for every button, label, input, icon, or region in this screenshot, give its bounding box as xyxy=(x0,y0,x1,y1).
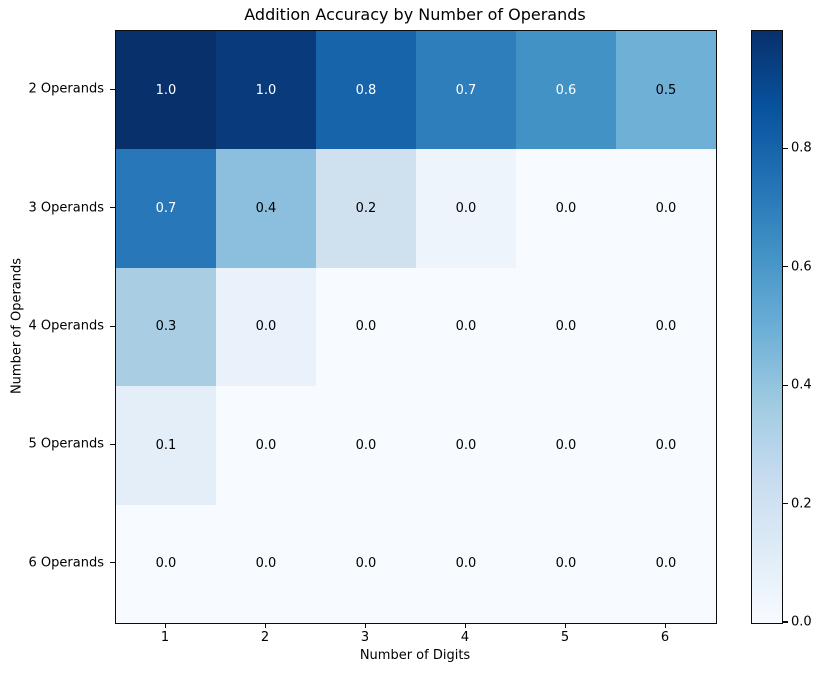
chart-title: Addition Accuracy by Number of Operands xyxy=(244,5,586,24)
heatmap-cell: 0.0 xyxy=(316,504,416,623)
colorbar-tick-mark xyxy=(783,266,788,268)
heatmap-cell: 0.0 xyxy=(216,386,316,505)
heatmap-cell: 1.0 xyxy=(216,31,316,150)
x-tick-label: 6 xyxy=(660,630,670,645)
x-axis-label: Number of Digits xyxy=(359,648,471,663)
x-tick-label: 5 xyxy=(560,630,570,645)
x-tick-label: 2 xyxy=(260,630,270,645)
colorbar-tick-label: 0.2 xyxy=(791,496,812,512)
x-tick-mark xyxy=(664,623,666,628)
heatmap-cell: 1.0 xyxy=(116,31,216,150)
heatmap-cell: 0.0 xyxy=(116,504,216,623)
x-tick-mark xyxy=(264,623,266,628)
y-tick-mark xyxy=(110,325,115,327)
x-tick-mark xyxy=(564,623,566,628)
heatmap-cell: 0.0 xyxy=(216,267,316,387)
heatmap-cell: 0.1 xyxy=(116,386,216,505)
heatmap-cell: 0.0 xyxy=(516,386,616,505)
heatmap-cell: 0.0 xyxy=(316,267,416,387)
y-tick-label: 5 Operands xyxy=(28,436,104,452)
x-tick-label: 3 xyxy=(360,630,370,645)
heatmap-cell: 0.6 xyxy=(516,31,616,150)
colorbar xyxy=(751,30,783,624)
heatmap-cell: 0.0 xyxy=(316,386,416,505)
y-tick-mark xyxy=(110,88,115,90)
y-tick-label: 2 Operands xyxy=(28,81,104,97)
heatmap-cell: 0.0 xyxy=(416,386,516,505)
heatmap-cell: 0.0 xyxy=(216,504,316,623)
heatmap-cell: 0.0 xyxy=(416,267,516,387)
heatmap-cell: 0.0 xyxy=(516,267,616,387)
heatmap-cell: 0.0 xyxy=(416,504,516,623)
heatmap-cell: 0.7 xyxy=(116,149,216,268)
colorbar-tick-label: 0.8 xyxy=(791,140,812,156)
heatmap-cell: 0.4 xyxy=(216,149,316,268)
heatmap-cell: 0.2 xyxy=(316,149,416,268)
y-tick-label: 6 Operands xyxy=(28,555,104,571)
colorbar-tick-label: 0.0 xyxy=(791,614,812,630)
heatmap-cell: 0.0 xyxy=(616,386,716,505)
y-tick-label: 4 Operands xyxy=(28,318,104,334)
y-tick-mark xyxy=(110,443,115,446)
colorbar-tick-label: 0.6 xyxy=(791,259,812,275)
x-tick-mark xyxy=(164,623,166,628)
colorbar-tick-mark xyxy=(783,503,788,505)
y-tick-mark xyxy=(110,562,115,564)
heatmap-cell: 0.0 xyxy=(416,149,516,268)
colorbar-tick-mark xyxy=(783,621,788,623)
x-tick-label: 4 xyxy=(460,630,470,645)
heatmap-cell: 0.0 xyxy=(616,149,716,268)
heatmap-cell: 0.0 xyxy=(616,267,716,387)
colorbar-tick-mark xyxy=(783,384,788,386)
heatmap-cell: 0.0 xyxy=(516,504,616,623)
heatmap-cell: 0.8 xyxy=(316,31,416,150)
heatmap-cell: 0.3 xyxy=(116,267,216,387)
heatmap-plot-area: 1.0 1.0 0.8 0.7 0.6 0.5 0.7 0.4 0.2 0.0 0.0 0.0 0.3 0… xyxy=(115,30,717,624)
heatmap-cell: 0.7 xyxy=(416,31,516,150)
x-tick-label: 1 xyxy=(160,630,170,645)
y-tick-mark xyxy=(110,207,115,209)
x-tick-mark xyxy=(464,623,466,628)
colorbar-tick-mark xyxy=(783,147,788,149)
x-tick-mark xyxy=(364,623,366,628)
heatmap-cell: 0.0 xyxy=(516,149,616,268)
colorbar-tick-label: 0.4 xyxy=(791,377,812,393)
y-tick-label: 3 Operands xyxy=(28,200,104,216)
heatmap-cell: 0.0 xyxy=(616,504,716,623)
heatmap-cell: 0.5 xyxy=(616,31,716,150)
